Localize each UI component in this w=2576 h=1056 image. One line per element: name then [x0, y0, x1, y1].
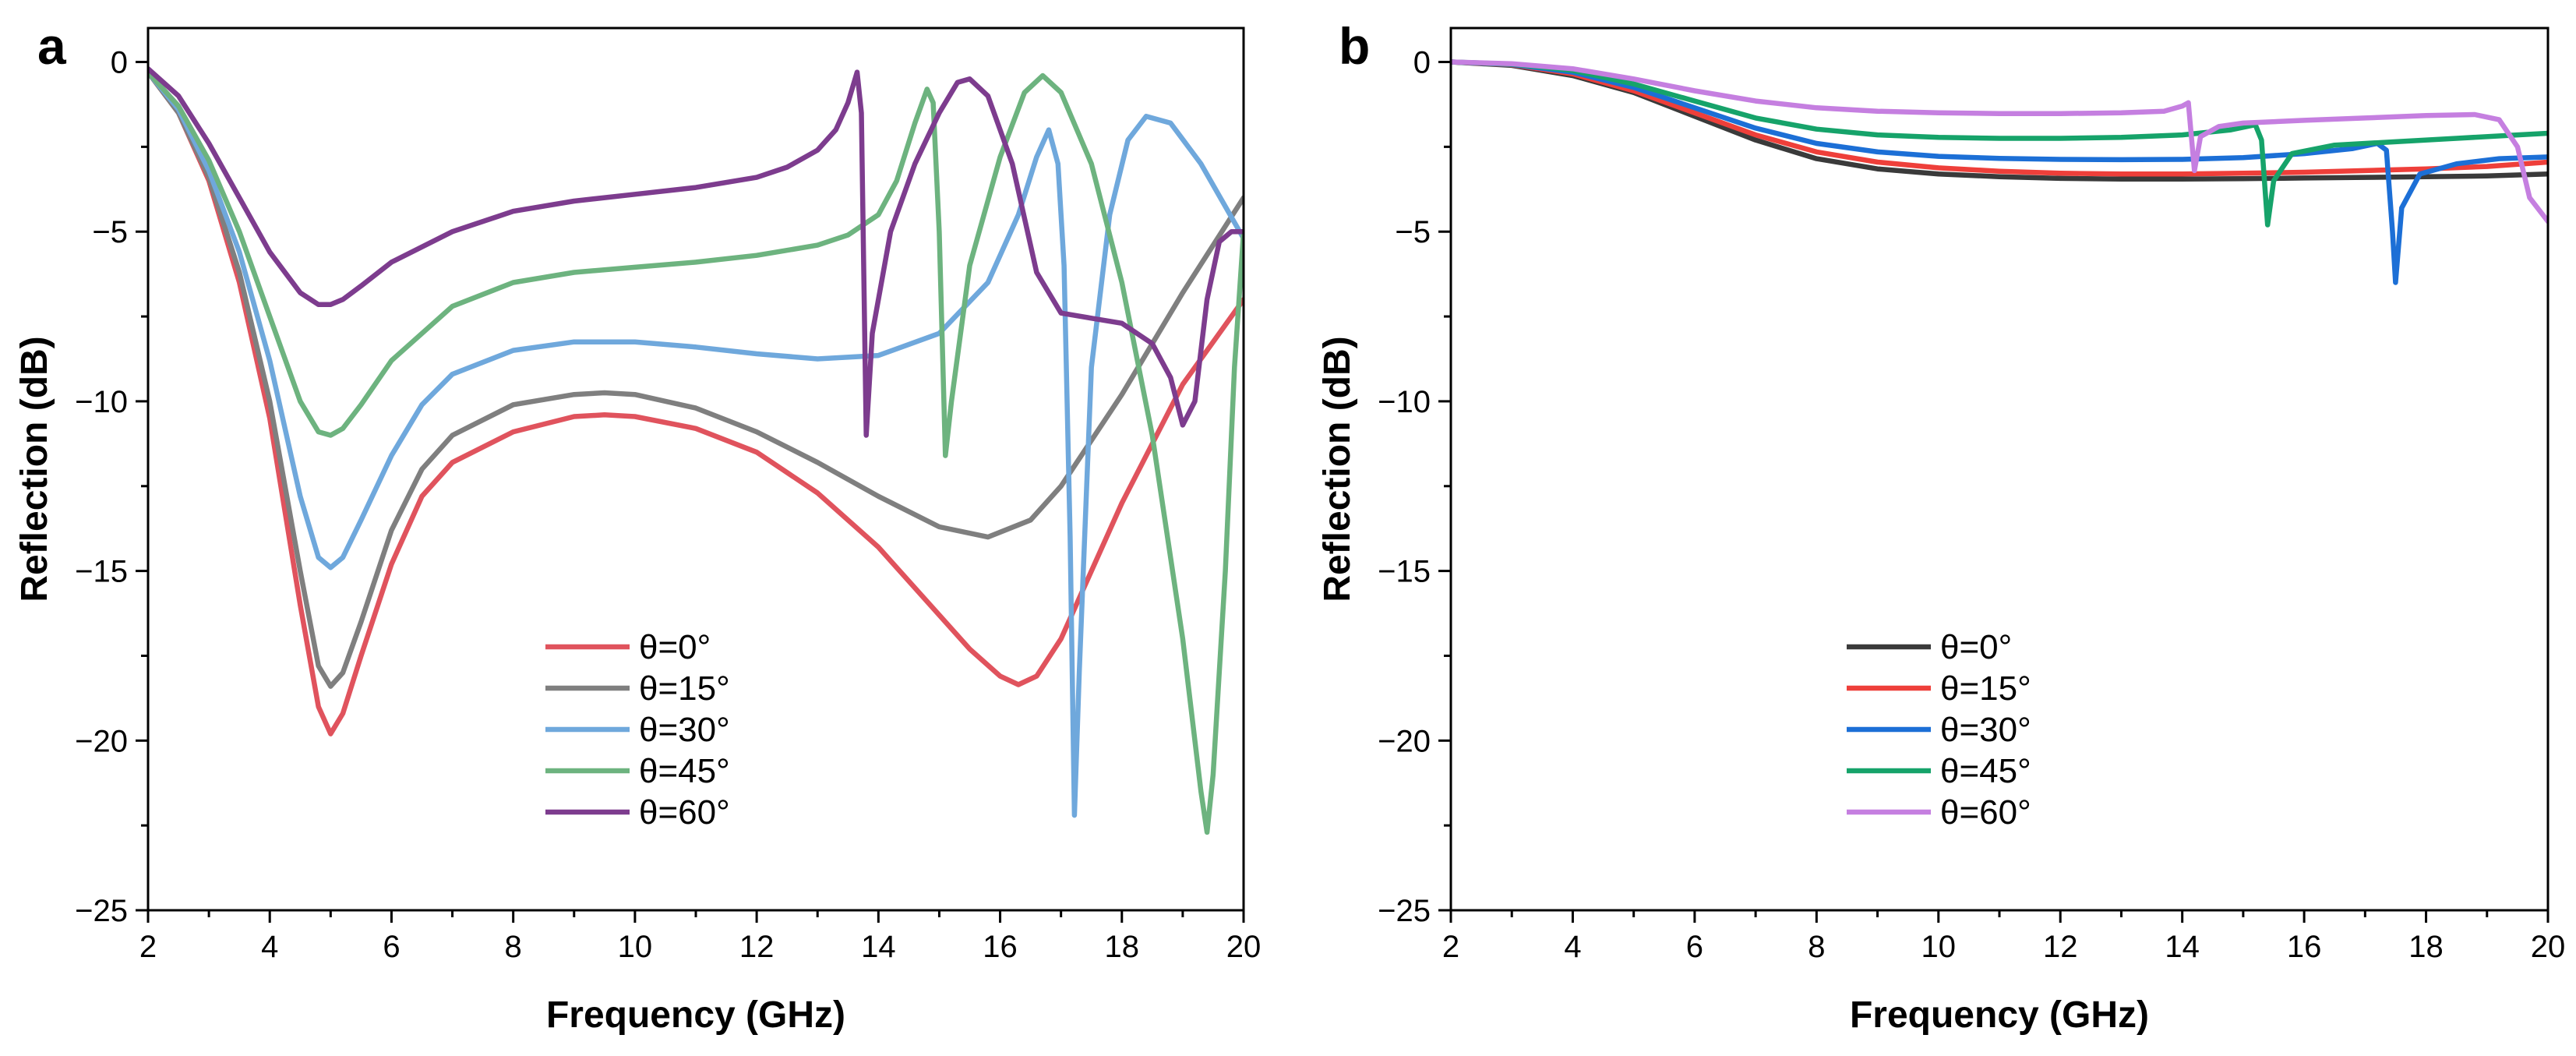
- panel-letter: b: [1339, 17, 1370, 75]
- series-line-2: [1451, 59, 2548, 285]
- series-lines: [148, 65, 1244, 835]
- legend-label-2: θ=30°: [1940, 711, 2031, 749]
- legend-label-3: θ=45°: [1940, 752, 2031, 790]
- x-axis-title: Frequency (GHz): [1850, 994, 2149, 1036]
- legend-label-3: θ=45°: [639, 752, 730, 790]
- series-line-1: [148, 69, 1244, 689]
- legend-label-4: θ=60°: [639, 793, 730, 832]
- series-line-3: [1451, 59, 2548, 228]
- y-tick-label: 0: [1413, 46, 1431, 80]
- x-tick-label: 2: [1442, 930, 1459, 964]
- x-tick-label: 8: [505, 930, 522, 964]
- y-tick-label: −10: [75, 385, 128, 419]
- series-line-1: [1451, 59, 2548, 177]
- series-line-0: [148, 69, 1244, 736]
- x-tick-label: 4: [1564, 930, 1581, 964]
- x-tick-label: 12: [2043, 930, 2078, 964]
- series-line-4: [148, 65, 1244, 438]
- panel-a: 2 4 6 8 10 12 14 16 18 20 0 −5 −10 −15 −20 −25 Frequency…: [14, 17, 1261, 1036]
- y-tick-label: −10: [1378, 385, 1431, 419]
- y-tick-label: −25: [75, 894, 128, 928]
- y-axis-title: Reflection (dB): [1317, 336, 1358, 602]
- x-tick-label: 10: [618, 930, 653, 964]
- y-tick-label: −5: [1395, 215, 1431, 249]
- legend-label-0: θ=0°: [1940, 628, 2012, 666]
- y-tick-label: −25: [1378, 894, 1431, 928]
- x-tick-label: 12: [739, 930, 775, 964]
- x-tick-label: 2: [139, 930, 157, 964]
- legend-label-1: θ=15°: [639, 669, 730, 708]
- y-tick-label: 0: [111, 46, 128, 80]
- x-tick-label: 6: [1686, 930, 1703, 964]
- y-tick-label: −5: [92, 215, 128, 249]
- x-axis-title: Frequency (GHz): [546, 994, 845, 1036]
- x-tick-label: 16: [2287, 930, 2322, 964]
- x-tick-label: 8: [1808, 930, 1825, 964]
- series-line-2: [148, 69, 1244, 818]
- x-tick-label: 14: [2165, 930, 2200, 964]
- legend-label-2: θ=30°: [639, 711, 730, 749]
- panel-b: 2 4 6 8 10 12 14 16 18 20 0 −5 −10 −15 −20 −25 Frequency…: [1317, 17, 2565, 1036]
- x-tick-label: 20: [2531, 930, 2566, 964]
- y-tick-label: −20: [75, 724, 128, 758]
- legend-label-0: θ=0°: [639, 628, 711, 666]
- x-tick-label: 6: [383, 930, 400, 964]
- y-axis-title: Reflection (dB): [14, 336, 55, 602]
- x-tick-label: 10: [1921, 930, 1957, 964]
- x-tick-label: 4: [261, 930, 278, 964]
- x-tick-label: 18: [2408, 930, 2444, 964]
- x-tick-label: 14: [861, 930, 896, 964]
- series-line-4: [1451, 59, 2548, 224]
- legend-label-4: θ=60°: [1940, 793, 2031, 832]
- x-tick-label: 16: [983, 930, 1018, 964]
- x-tick-label: 18: [1105, 930, 1140, 964]
- panel-letter: a: [37, 17, 67, 75]
- y-tick-label: −20: [1378, 724, 1431, 758]
- y-tick-label: −15: [75, 555, 128, 589]
- legend: θ=0°θ=15°θ=30°θ=45°θ=60°: [545, 628, 730, 832]
- x-tick-label: 20: [1226, 930, 1262, 964]
- legend: θ=0°θ=15°θ=30°θ=45°θ=60°: [1847, 628, 2031, 832]
- legend-label-1: θ=15°: [1940, 669, 2031, 708]
- series-line-3: [148, 69, 1244, 835]
- series-lines: [1451, 59, 2548, 285]
- y-tick-label: −15: [1378, 555, 1431, 589]
